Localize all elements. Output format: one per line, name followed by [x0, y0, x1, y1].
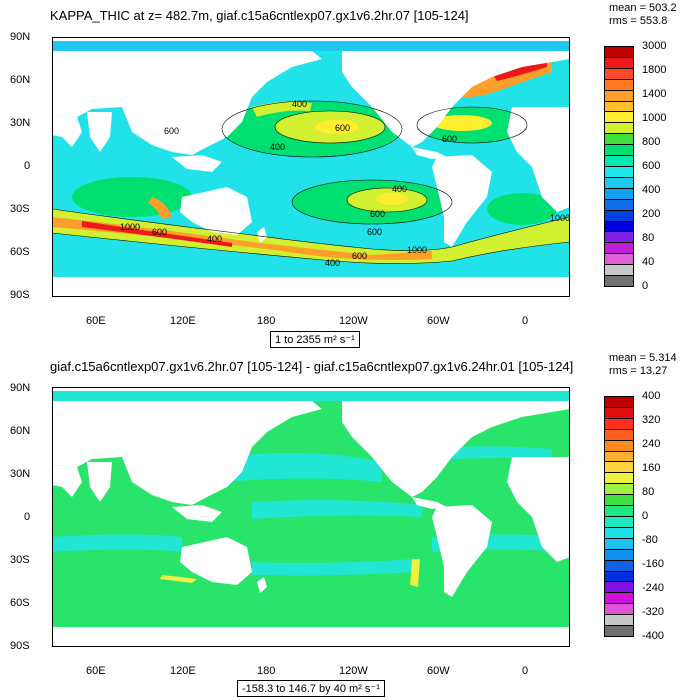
p2-lon-label: 60E	[86, 665, 106, 677]
colorbar-label: 800	[642, 136, 661, 148]
p1-contour-label: 600	[367, 227, 382, 237]
p2-lon-label: 120W	[339, 665, 368, 677]
colorbar-label: -80	[642, 534, 658, 546]
colorbar-label: -160	[642, 558, 665, 570]
p2-lat-label: 60S	[10, 597, 30, 609]
panel2-stats: mean = 5.314 rms = 13.27	[609, 352, 677, 378]
p1-lon-label: 60W	[427, 315, 450, 327]
p2-lat-label: 30N	[10, 468, 31, 480]
panel2-land	[52, 401, 570, 647]
p2-lon-label: 180	[257, 665, 276, 677]
colorbar-label: 1400	[642, 88, 667, 100]
panel2-map	[52, 387, 570, 647]
colorbar-label: 600	[642, 160, 661, 172]
colorbar-label: 1000	[642, 112, 667, 124]
panel1-title: KAPPA_THIC at z= 482.7m, giaf.c15a6cntle…	[50, 8, 469, 23]
p1-lon-label: 120E	[170, 315, 196, 327]
colorbar-label: 400	[642, 184, 661, 196]
colorbar-label: 80	[642, 486, 655, 498]
p2-lat-label: 30S	[10, 554, 30, 566]
panel1-stats: mean = 503.2 rms = 553.8	[609, 2, 677, 28]
p1-contour-label: 1000	[550, 213, 570, 223]
p2-lon-label: 120E	[170, 665, 196, 677]
panel2-rms: rms = 13.27	[609, 365, 668, 377]
p1-contour-label: 400	[207, 234, 222, 244]
colorbar-label: 80	[642, 232, 655, 244]
p1-lat-label: 90S	[10, 289, 30, 301]
p1-contour-label: 600	[370, 209, 385, 219]
p1-lat-label: 30N	[10, 117, 31, 129]
p1-lon-label: 120W	[339, 315, 368, 327]
colorbar-label: 0	[642, 510, 649, 522]
colorbar-label: 3000	[642, 40, 667, 52]
colorbar-label: -240	[642, 582, 665, 594]
p1-lat-label: 0	[24, 160, 31, 172]
p1-lat-label: 90N	[10, 31, 31, 43]
p1-contour-label: 400	[392, 184, 407, 194]
p1-contour-label: 600	[164, 126, 179, 136]
panel2-mean: mean = 5.314	[609, 352, 677, 364]
panel2-range: -158.3 to 146.7 by 40 m² s⁻¹	[237, 680, 385, 697]
p1-contour-label: 1000	[407, 245, 427, 255]
p1-contour-label: 600	[352, 251, 367, 261]
colorbar-label: 0	[642, 280, 649, 292]
p2-lon-label: 0	[522, 665, 529, 677]
panel2-colorbar	[604, 396, 634, 637]
p1-contour-label: 600	[335, 123, 350, 133]
colorbar-label: 160	[642, 462, 661, 474]
colorbar-label: 1800	[642, 64, 667, 76]
p1-lat-label: 60S	[10, 246, 30, 258]
p2-lat-label: 90N	[10, 382, 31, 394]
p1-lon-label: 180	[257, 315, 276, 327]
panel1-rms: rms = 553.8	[609, 15, 668, 27]
panel2-title: giaf.c15a6cntlexp07.gx1v6.2hr.07 [105-12…	[50, 359, 574, 374]
p2-lon-label: 60W	[427, 665, 450, 677]
colorbar-swatch	[604, 275, 634, 287]
p1-contour-label: 1000	[120, 222, 140, 232]
p1-lon-label: 0	[522, 315, 529, 327]
p1-contour-label: 600	[152, 227, 167, 237]
panel1-range: 1 to 2355 m² s⁻¹	[270, 331, 360, 348]
panel1-colorbar	[604, 46, 634, 287]
panel2-colorbar-labels: 400 320 240 160 80 0 -80 -160 -240 -320 -400	[642, 390, 692, 642]
panel1-mean: mean = 503.2	[609, 2, 677, 14]
panel1-map: 400 600 400 600 400 1000 600 400 600 600…	[52, 37, 570, 297]
p1-lat-label: 60N	[10, 74, 31, 86]
colorbar-label: 200	[642, 208, 661, 220]
p2-lat-label: 0	[24, 511, 31, 523]
panel1-land	[52, 51, 570, 297]
colorbar-swatch	[604, 625, 634, 637]
p1-contour-label: 400	[270, 142, 285, 152]
p1-lon-label: 60E	[86, 315, 106, 327]
p1-contour-label: 400	[292, 99, 307, 109]
colorbar-label: -320	[642, 606, 665, 618]
panel1-colorbar-labels: 3000 1800 1400 1000 800 600 400 200 80 40 0	[642, 40, 692, 292]
colorbar-label: 240	[642, 438, 661, 450]
colorbar-label: 320	[642, 414, 661, 426]
p2-lat-label: 90S	[10, 640, 30, 652]
colorbar-label: 40	[642, 256, 655, 268]
colorbar-label: 400	[642, 390, 661, 402]
p1-contour-label: 600	[442, 134, 457, 144]
p1-contour-label: 400	[325, 258, 340, 268]
colorbar-label: -400	[642, 630, 665, 642]
p2-lat-label: 60N	[10, 425, 31, 437]
p1-lat-label: 30S	[10, 203, 30, 215]
